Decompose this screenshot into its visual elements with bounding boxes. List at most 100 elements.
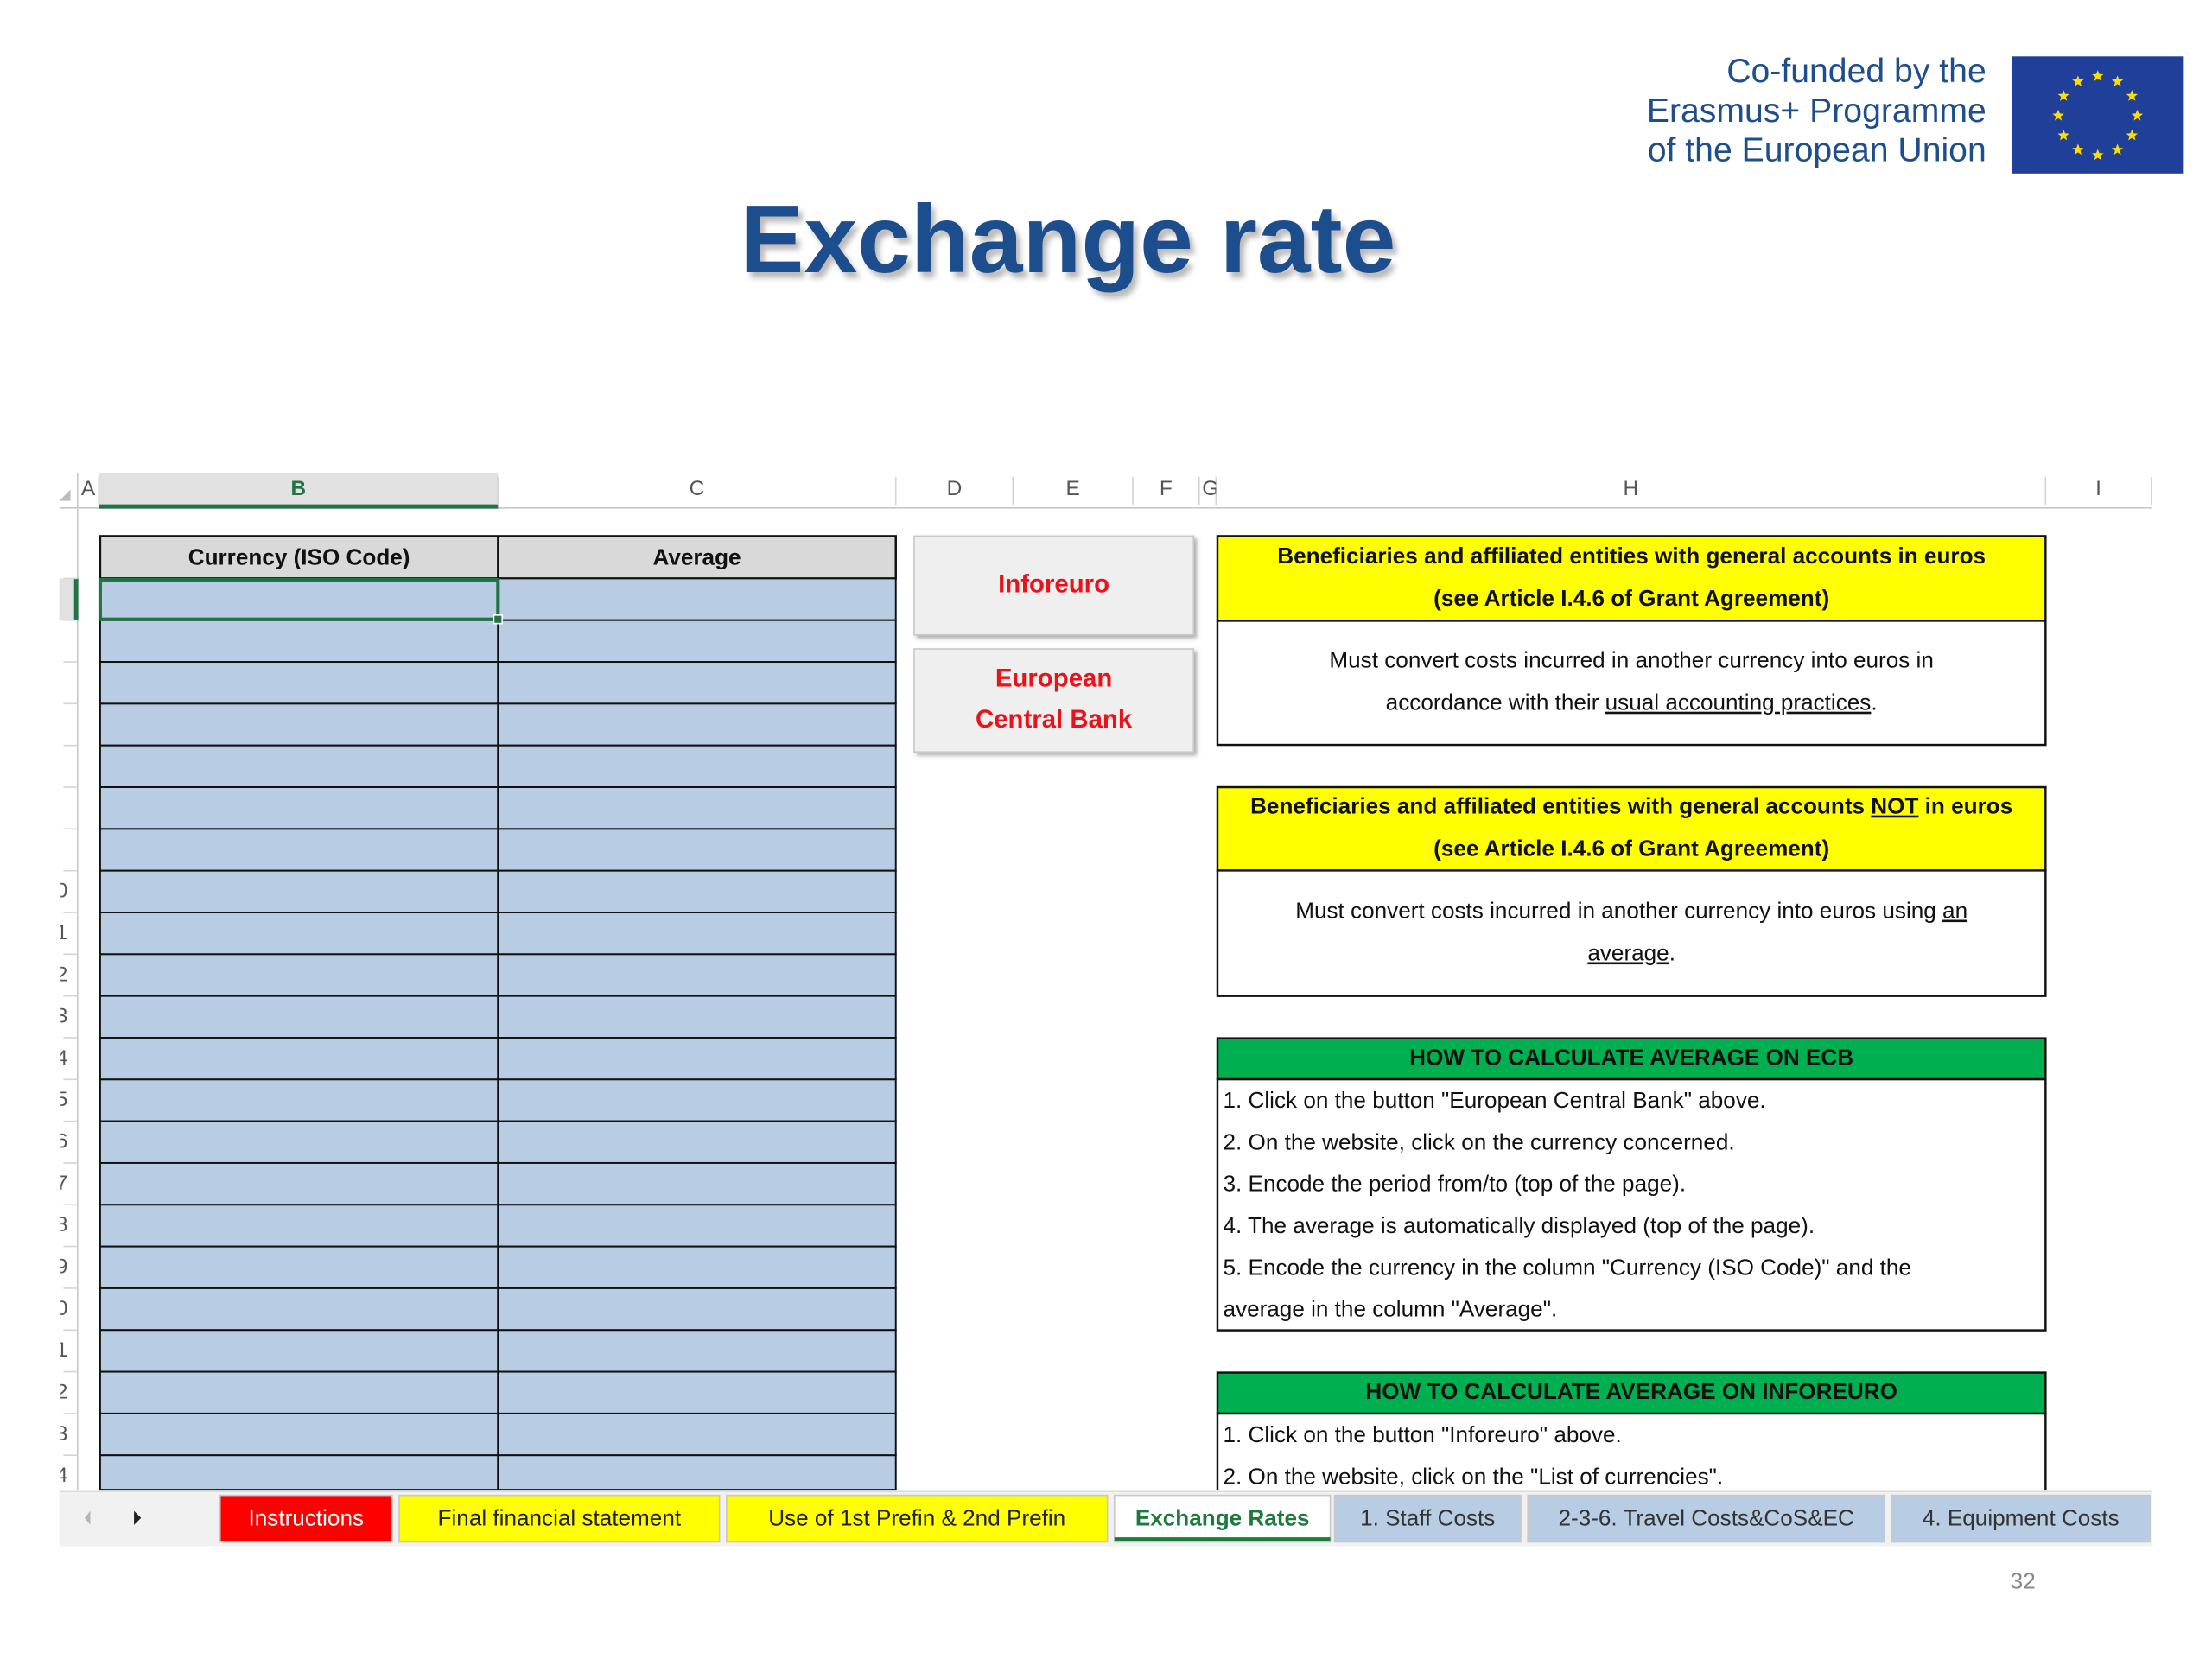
info-box-heading — [1216, 535, 2047, 622]
table-cell[interactable] — [497, 1370, 897, 1414]
flag-star — [2126, 90, 2138, 101]
table-cell[interactable] — [99, 577, 499, 621]
sheet-tab-label[interactable]: 2-3-6. Travel Costs&CoS&EC — [1558, 1504, 1853, 1530]
row-number: 2 — [56, 963, 68, 986]
info-box-body — [1216, 620, 2047, 747]
sheet-tab[interactable] — [1891, 1494, 2151, 1543]
row-number: 6 — [56, 1130, 68, 1154]
table-cell[interactable] — [99, 1454, 499, 1491]
sheet-tab-label[interactable]: 4. Equipment Costs — [1923, 1504, 2120, 1530]
info-body-line: 2. On the website, click on the "List of… — [1224, 1463, 1724, 1489]
table-cell[interactable] — [99, 1370, 499, 1414]
table-cell[interactable] — [99, 1036, 499, 1081]
table-cell[interactable] — [99, 1287, 499, 1332]
table-cell[interactable] — [497, 869, 897, 913]
row-number: 3 — [56, 1422, 68, 1446]
table-cell[interactable] — [497, 1329, 897, 1373]
table-cell[interactable] — [99, 869, 499, 913]
info-heading-line-part: HOW TO CALCULATE AVERAGE ON ECB — [1409, 1044, 1853, 1070]
sheet-tab-label[interactable]: 1. Staff Costs — [1360, 1504, 1495, 1530]
column-header: H — [1624, 477, 1639, 500]
table-cell[interactable] — [99, 661, 499, 705]
info-body-line-part: 1. Click on the button "Inforeuro" above… — [1224, 1421, 1622, 1447]
sheet-tab-label[interactable]: Use of 1st Prefin & 2nd Prefin — [768, 1504, 1065, 1530]
table-cell[interactable] — [99, 744, 499, 789]
table-cell[interactable] — [497, 995, 897, 1039]
row-number: 1 — [56, 1338, 68, 1362]
column-header: G — [1202, 477, 1218, 500]
fill-handle — [493, 614, 504, 625]
info-heading-line-part: (see Article I.4.6 of Grant Agreement) — [1433, 585, 1829, 611]
table-cell[interactable] — [99, 1161, 499, 1206]
info-body-line: 5. Encode the currency in the column "Cu… — [1224, 1254, 1911, 1280]
table-cell[interactable] — [497, 953, 897, 997]
sheet-tab[interactable] — [1333, 1494, 1522, 1543]
table-cell[interactable] — [497, 1204, 897, 1248]
info-heading-line: Beneficiaries and affiliated entities wi… — [1250, 793, 2012, 819]
table-cell[interactable] — [99, 1120, 499, 1164]
table-cell[interactable] — [497, 1078, 897, 1122]
info-body-line-part: 2. On the website, click on the currency… — [1224, 1128, 1735, 1154]
table-cell[interactable] — [99, 1329, 499, 1373]
info-box-heading — [1216, 1371, 2047, 1415]
table-cell[interactable] — [497, 1161, 897, 1206]
table-cell[interactable] — [497, 1120, 897, 1164]
table-cell[interactable] — [497, 912, 897, 956]
table-cell[interactable] — [99, 953, 499, 997]
table-cell[interactable] — [497, 1412, 897, 1457]
table-cell[interactable] — [497, 786, 897, 830]
sheet-tab-label[interactable]: Instructions — [249, 1504, 365, 1530]
table-cell[interactable] — [497, 661, 897, 705]
table-cell[interactable] — [99, 619, 499, 664]
row-number: 5 — [56, 1088, 68, 1111]
flag-star — [2072, 75, 2084, 86]
sheet-tab[interactable] — [1113, 1494, 1332, 1543]
table-cell[interactable] — [497, 702, 897, 747]
row-number: 1 — [56, 921, 68, 944]
scroll-left[interactable] — [84, 1510, 91, 1525]
table-cell[interactable] — [99, 1078, 499, 1122]
table-cell[interactable] — [99, 912, 499, 956]
table-cell[interactable] — [497, 1036, 897, 1081]
info-body-line-part: 2. On the website, click on the "List of… — [1224, 1463, 1724, 1489]
button-label[interactable]: Inforeuro — [998, 569, 1109, 598]
table-cell[interactable] — [497, 1245, 897, 1289]
sheet-tab[interactable] — [726, 1494, 1109, 1543]
row-number: 0 — [56, 880, 68, 903]
sheet-tab-label[interactable]: Exchange Rates — [1135, 1504, 1310, 1530]
info-heading-line-part: in euros — [1918, 793, 2012, 819]
sheet-tab[interactable] — [1527, 1494, 1886, 1543]
table-cell[interactable] — [99, 828, 499, 872]
table-cell[interactable] — [497, 577, 897, 621]
row-header-bar — [59, 507, 78, 1496]
button-label[interactable]: European — [995, 664, 1112, 693]
column-header: E — [1065, 477, 1079, 500]
table-header: Average — [652, 543, 741, 569]
info-body-line-part: usual accounting practices — [1605, 690, 1872, 715]
sheet-tab[interactable] — [398, 1494, 721, 1543]
table-cell[interactable] — [497, 744, 897, 789]
table-cell[interactable] — [497, 1287, 897, 1332]
table-cell[interactable] — [497, 619, 897, 664]
table-cell[interactable] — [99, 786, 499, 830]
info-box-body — [1216, 1077, 2047, 1332]
table-cell[interactable] — [99, 1204, 499, 1248]
table-cell[interactable] — [497, 828, 897, 872]
table-cell[interactable] — [99, 1245, 499, 1289]
row-number: 7 — [56, 1172, 68, 1195]
link-button[interactable] — [913, 648, 1195, 753]
table-cell[interactable] — [99, 1412, 499, 1457]
table-cell[interactable] — [99, 995, 499, 1039]
info-heading-line: (see Article I.4.6 of Grant Agreement) — [1433, 836, 1829, 861]
link-button[interactable] — [913, 535, 1195, 636]
flag-star — [2072, 143, 2084, 156]
active-cell — [98, 577, 500, 621]
scroll-right[interactable] — [134, 1510, 142, 1525]
table-cell[interactable] — [99, 702, 499, 747]
table-cell[interactable] — [497, 1454, 897, 1491]
sheet-tab-label[interactable]: Final financial statement — [438, 1504, 682, 1530]
sheet-tab[interactable] — [219, 1494, 393, 1543]
button-label[interactable]: Central Bank — [976, 705, 1133, 734]
